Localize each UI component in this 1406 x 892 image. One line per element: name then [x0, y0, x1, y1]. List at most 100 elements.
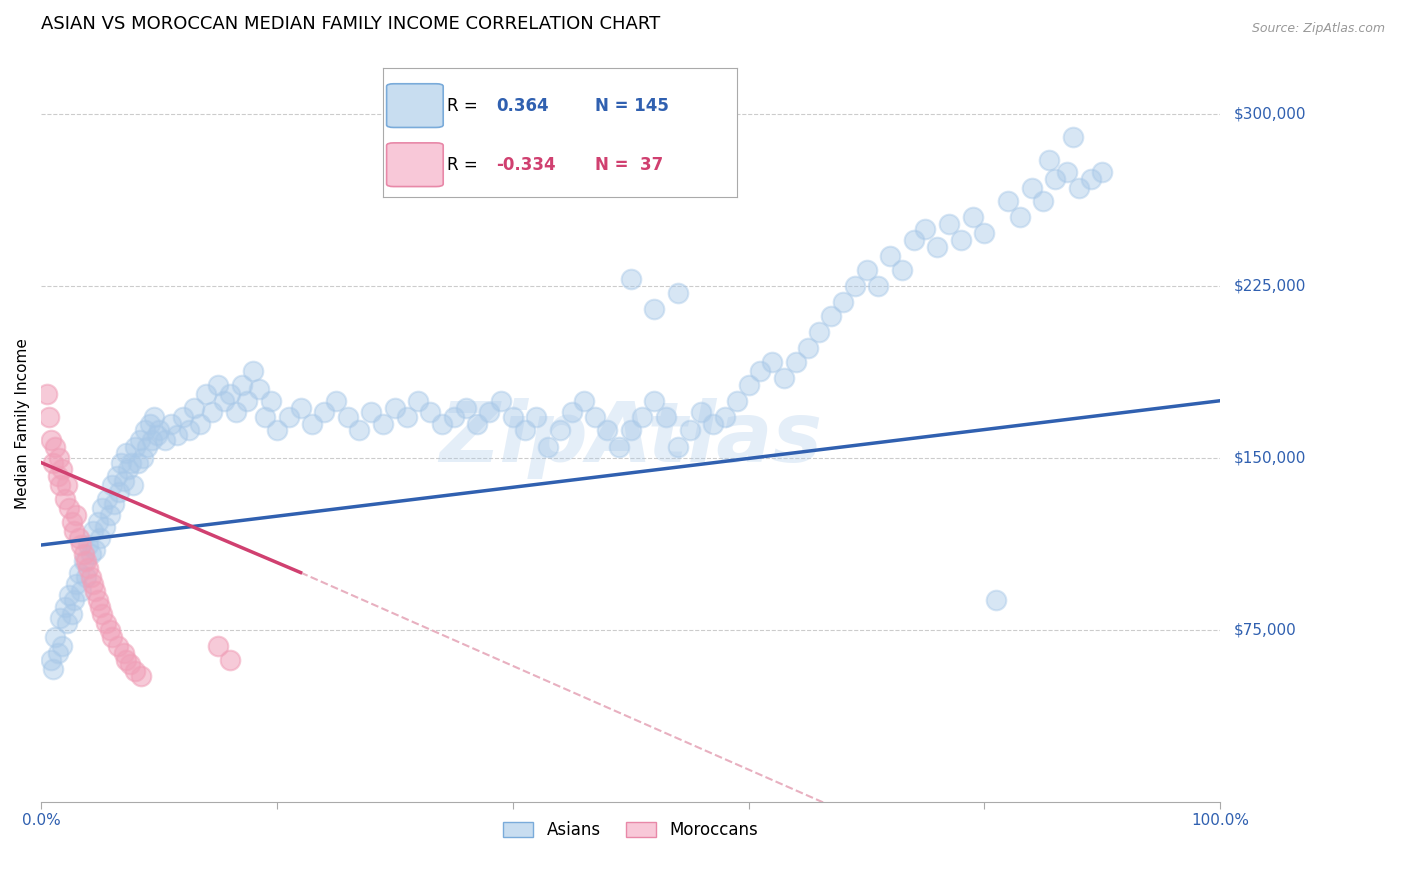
Point [773, 371, 796, 385]
Point [79, 570, 101, 584]
Point [231, 377, 253, 392]
Point [63, 524, 86, 539]
Point [101, 478, 124, 492]
Point [65, 508, 87, 523]
Point [46, 469, 69, 483]
Point [89, 599, 111, 614]
Point [290, 401, 312, 415]
Point [134, 424, 156, 438]
Point [51, 462, 73, 476]
Text: $150,000: $150,000 [1234, 450, 1306, 466]
Point [67, 566, 90, 580]
Point [63, 593, 86, 607]
Point [72, 547, 94, 561]
Point [53, 599, 76, 614]
Point [201, 405, 224, 419]
Point [46, 646, 69, 660]
Point [96, 492, 118, 507]
Point [607, 440, 630, 454]
Point [820, 309, 842, 323]
Point [49, 611, 72, 625]
Point [207, 639, 229, 653]
Point [218, 387, 240, 401]
Point [145, 428, 167, 442]
Point [115, 446, 138, 460]
Point [56, 615, 79, 630]
Point [583, 409, 606, 424]
Point [124, 664, 146, 678]
Point [1043, 171, 1066, 186]
Point [938, 217, 960, 231]
Point [84, 542, 107, 557]
Point [796, 341, 818, 355]
Point [524, 409, 547, 424]
Point [60, 607, 83, 621]
Point [110, 456, 132, 470]
Point [513, 424, 536, 438]
Point [82, 524, 104, 539]
Point [77, 561, 100, 575]
Point [42, 456, 65, 470]
Point [855, 263, 877, 277]
Point [678, 424, 700, 438]
Point [749, 364, 772, 378]
Y-axis label: Median Family Income: Median Family Income [15, 338, 30, 509]
Point [101, 630, 124, 644]
Point [143, 409, 166, 424]
Point [690, 405, 713, 419]
Point [1067, 180, 1090, 194]
Point [714, 409, 737, 424]
Point [879, 249, 901, 263]
Point [643, 393, 665, 408]
Text: ASIAN VS MOROCCAN MEDIAN FAMILY INCOME CORRELATION CHART: ASIAN VS MOROCCAN MEDIAN FAMILY INCOME C… [41, 15, 661, 33]
Point [666, 286, 689, 301]
Point [105, 469, 128, 483]
Point [177, 424, 200, 438]
Point [1091, 164, 1114, 178]
Point [48, 450, 70, 465]
Point [395, 409, 418, 424]
Point [75, 554, 97, 568]
Point [725, 393, 748, 408]
Point [914, 222, 936, 236]
Point [247, 382, 270, 396]
Point [72, 554, 94, 568]
Point [108, 485, 131, 500]
Point [39, 652, 62, 666]
Point [561, 405, 583, 419]
Point [478, 405, 501, 419]
Point [94, 519, 117, 533]
Point [77, 538, 100, 552]
Point [1038, 153, 1060, 168]
Point [86, 593, 108, 607]
Point [42, 662, 65, 676]
Point [86, 515, 108, 529]
Point [655, 409, 678, 424]
Point [927, 240, 949, 254]
Point [349, 424, 371, 438]
Point [620, 272, 643, 286]
Point [60, 515, 83, 529]
Point [103, 497, 125, 511]
Text: Source: ZipAtlas.com: Source: ZipAtlas.com [1251, 22, 1385, 36]
Point [53, 492, 76, 507]
Point [997, 194, 1019, 209]
Point [890, 263, 912, 277]
Point [141, 433, 163, 447]
Point [454, 401, 477, 415]
Point [1021, 180, 1043, 194]
Point [159, 417, 181, 431]
Point [1056, 164, 1078, 178]
Point [117, 462, 139, 476]
Point [44, 630, 66, 644]
Point [120, 456, 142, 470]
Point [314, 405, 336, 419]
Point [808, 325, 831, 339]
Text: $75,000: $75,000 [1234, 623, 1296, 637]
Point [467, 417, 489, 431]
Point [91, 607, 114, 621]
Point [301, 417, 323, 431]
Point [408, 393, 430, 408]
Point [153, 433, 176, 447]
Point [666, 440, 689, 454]
